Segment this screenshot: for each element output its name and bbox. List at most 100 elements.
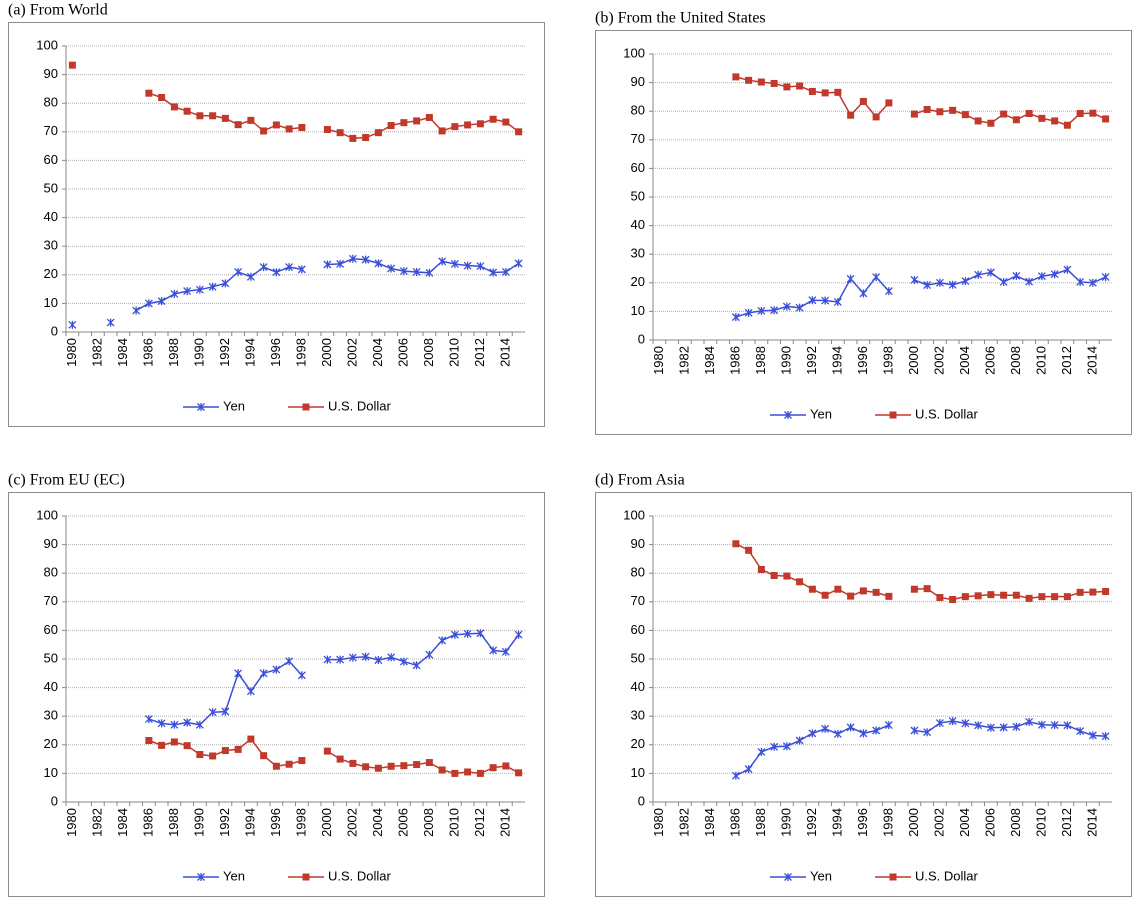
data-point: [323, 747, 331, 755]
x-tick-label: 1984: [702, 346, 717, 375]
data-point: [438, 636, 447, 645]
y-tick-label: 40: [631, 217, 645, 232]
x-tick-label: 1988: [753, 808, 768, 837]
y-tick-label: 80: [44, 95, 58, 110]
data-point: [272, 121, 280, 129]
x-tick-label: 1992: [804, 808, 819, 837]
data-point: [285, 657, 294, 666]
y-tick-label: 10: [631, 303, 645, 318]
x-tick-label: 1998: [880, 808, 895, 837]
data-point: [387, 653, 396, 662]
data-point: [987, 119, 995, 127]
data-point: [515, 769, 523, 777]
data-point: [450, 630, 459, 639]
data-point: [234, 669, 243, 678]
chart-title: (a) From World: [8, 2, 108, 19]
data-point: [847, 111, 855, 119]
data-point: [834, 585, 842, 593]
data-point: [1102, 115, 1110, 123]
x-tick-label: 2008: [1008, 346, 1023, 375]
x-tick-label: 2002: [931, 346, 946, 375]
data-point: [170, 103, 178, 111]
data-point: [1063, 121, 1071, 129]
x-tick-label: 2012: [472, 338, 487, 367]
y-tick-label: 70: [44, 593, 58, 608]
legend-marker: [302, 873, 310, 881]
data-point: [999, 277, 1008, 286]
data-point: [1025, 717, 1034, 726]
data-point: [745, 76, 753, 84]
data-point: [209, 112, 217, 120]
data-point: [757, 78, 765, 86]
data-point: [872, 726, 881, 735]
data-point: [821, 296, 830, 305]
data-point: [336, 259, 345, 268]
data-point: [514, 630, 523, 639]
data-point: [986, 268, 995, 277]
x-tick-label: 2010: [446, 338, 461, 367]
data-point: [808, 87, 816, 95]
data-point: [157, 297, 166, 306]
data-point: [974, 592, 982, 600]
x-tick-label: 1998: [880, 346, 895, 375]
data-point: [885, 592, 893, 600]
legend-label: Yen: [810, 406, 832, 421]
legend-marker: [889, 873, 897, 881]
x-tick-label: 1992: [804, 346, 819, 375]
data-point: [298, 124, 306, 132]
data-point: [732, 73, 740, 81]
data-point: [413, 117, 421, 125]
x-tick-label: 1980: [64, 808, 79, 837]
legend-marker: [197, 403, 205, 411]
y-tick-label: 50: [44, 650, 58, 665]
data-point: [1038, 114, 1046, 122]
data-point: [1051, 117, 1059, 125]
data-point: [859, 587, 867, 595]
x-tick-label: 1986: [140, 808, 155, 837]
data-point: [234, 745, 242, 753]
x-tick-label: 2004: [370, 338, 385, 367]
y-tick-label: 20: [631, 274, 645, 289]
data-point: [501, 647, 510, 656]
legend-label: U.S. Dollar: [915, 406, 979, 421]
data-point: [68, 61, 76, 69]
data-point: [145, 737, 153, 745]
data-point: [425, 650, 434, 659]
y-tick-label: 10: [44, 295, 58, 310]
y-tick-label: 20: [631, 736, 645, 751]
y-tick-label: 60: [631, 160, 645, 175]
data-point: [438, 257, 447, 266]
data-point: [987, 591, 995, 599]
data-point: [859, 729, 868, 738]
y-tick-label: 100: [36, 37, 58, 52]
data-point: [910, 275, 919, 284]
data-point: [438, 127, 446, 135]
data-point: [106, 318, 115, 327]
data-point: [400, 119, 408, 127]
data-point: [221, 279, 230, 288]
series-line: [735, 76, 1106, 127]
data-point: [502, 762, 510, 770]
x-tick-label: 1994: [242, 338, 257, 367]
data-point: [974, 270, 983, 279]
data-point: [387, 762, 395, 770]
y-tick-label: 90: [631, 536, 645, 551]
data-point: [949, 106, 957, 114]
data-point: [1088, 731, 1097, 740]
x-tick-label: 2008: [421, 808, 436, 837]
data-point: [183, 107, 191, 115]
y-tick-label: 30: [631, 708, 645, 723]
data-point: [1076, 277, 1085, 286]
data-point: [221, 747, 229, 755]
data-point: [859, 289, 868, 298]
data-point: [260, 752, 268, 760]
data-point: [821, 89, 829, 97]
data-point: [923, 585, 931, 593]
y-tick-label: 60: [44, 622, 58, 637]
data-point: [732, 540, 740, 548]
data-point: [195, 285, 204, 294]
data-point: [514, 259, 523, 268]
data-point: [1037, 720, 1046, 729]
data-point: [489, 764, 497, 772]
